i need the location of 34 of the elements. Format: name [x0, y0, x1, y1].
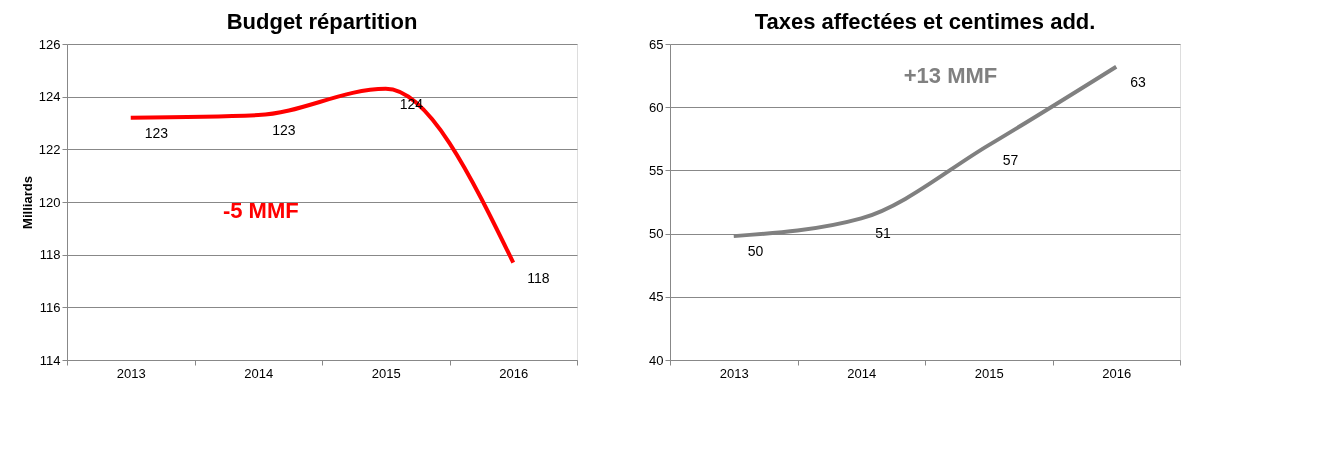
data-label: 51: [875, 225, 892, 242]
y-tick-label: 45: [649, 289, 664, 305]
annotation: +13 MMF: [903, 62, 998, 88]
data-label: 57: [1002, 152, 1019, 169]
line-series: [128, 86, 516, 265]
y-tick-label: 122: [38, 141, 61, 157]
y-tick-label: 118: [39, 247, 61, 263]
y-tick-label: 60: [649, 99, 664, 115]
y-tick-label: 124: [38, 89, 61, 105]
annotation: -5 MMF: [222, 198, 299, 224]
y-tick-label: 65: [649, 36, 664, 52]
y-tick-label: 116: [39, 299, 61, 315]
x-tick-label: 2013: [116, 365, 146, 381]
y-tick-label: 126: [38, 36, 61, 52]
chart-title: Taxes affectées et centimes add.: [754, 9, 1096, 34]
x-tick-label: 2015: [371, 365, 401, 381]
y-tick-label: 50: [649, 226, 664, 242]
data-label: 123: [144, 124, 169, 141]
data-label: 123: [272, 122, 296, 139]
y-tick-label: 120: [38, 194, 61, 210]
x-tick-label: 2016: [1102, 365, 1132, 381]
data-label: 63: [1130, 73, 1147, 90]
y-axis-title: Milliards: [19, 176, 35, 229]
y-tick-label: 114: [39, 352, 61, 368]
data-label: 118: [527, 269, 550, 286]
x-tick-label: 2014: [244, 365, 274, 381]
y-tick-label: 55: [649, 162, 664, 178]
x-tick-label: 2016: [499, 365, 529, 381]
x-tick-label: 2014: [847, 365, 877, 381]
x-tick-label: 2013: [719, 365, 749, 381]
chart-title: Budget répartition: [226, 9, 418, 34]
x-tick-label: 2015: [974, 365, 1004, 381]
y-tick-label: 40: [649, 352, 664, 368]
data-label: 50: [747, 243, 764, 260]
